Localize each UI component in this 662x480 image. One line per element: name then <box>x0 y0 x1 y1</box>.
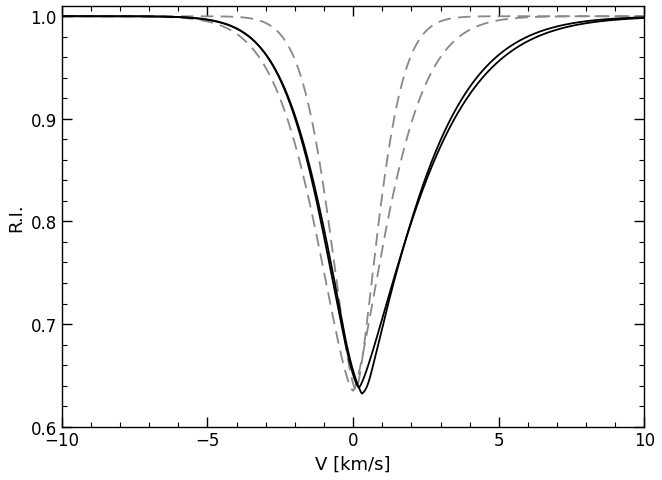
Y-axis label: R.I.: R.I. <box>7 203 25 231</box>
X-axis label: V [km/s]: V [km/s] <box>315 455 391 473</box>
